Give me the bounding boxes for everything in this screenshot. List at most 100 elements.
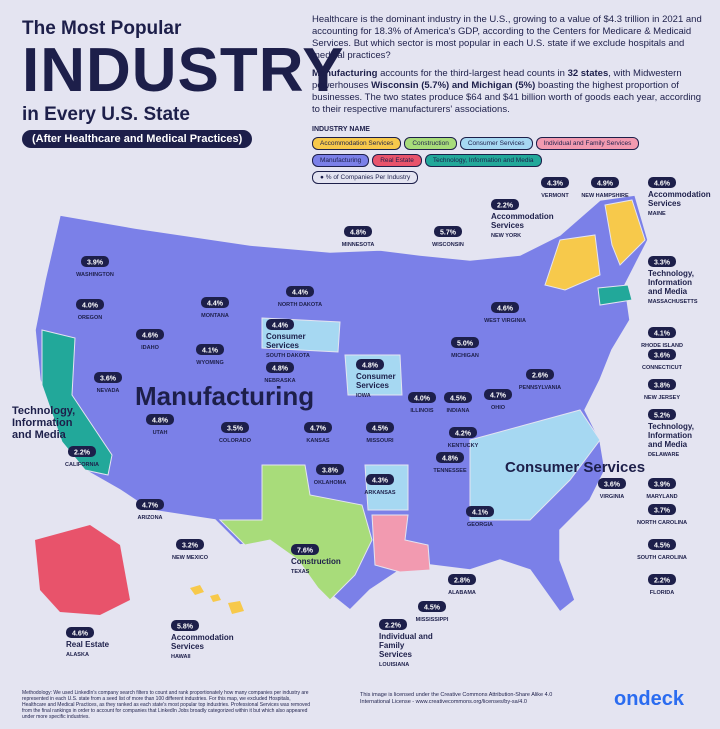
state-industry-line: Services — [356, 381, 389, 390]
state-name: NORTH CAROLINA — [637, 520, 687, 526]
title-pre: The Most Popular — [22, 18, 182, 39]
state-pct: 4.3% — [547, 181, 564, 188]
state-industry-line: Individual and — [379, 632, 433, 641]
state-industry-line: Accommodation — [171, 633, 234, 642]
state-industry: Construction — [291, 557, 341, 566]
state-pct: 2.2% — [385, 623, 402, 630]
state-name: WYOMING — [196, 360, 224, 366]
pct-pill — [356, 359, 384, 370]
state-pct: 3.6% — [100, 376, 117, 383]
state-name: NEW MEXICO — [172, 555, 209, 561]
state-industry-line: Services — [491, 221, 524, 230]
state-industry-line: Information — [648, 278, 692, 287]
pct-pill — [266, 362, 294, 373]
state-name: DELAWARE — [648, 452, 680, 458]
state-name: MISSISSIPPI — [416, 617, 449, 623]
state-name: ALABAMA — [448, 590, 476, 596]
state-name: FLORIDA — [650, 590, 674, 596]
legend-note: ● % of Companies Per Industry — [312, 171, 419, 184]
consumer-region-se — [469, 409, 601, 521]
state-pct: 7.6% — [297, 548, 314, 555]
state-name: NEW HAMPSHIRE — [581, 193, 629, 199]
title: INDUSTRY — [22, 36, 345, 105]
pct-pill — [344, 226, 372, 237]
pct-pill — [448, 574, 476, 585]
state-pct: 3.9% — [654, 482, 671, 489]
pct-pill — [484, 389, 512, 400]
pct-pill — [291, 544, 319, 555]
pct-pill — [201, 297, 229, 308]
northeast-region — [544, 234, 601, 291]
state-industry-line: Services — [266, 341, 299, 350]
pct-pill — [648, 539, 676, 550]
state-pct: 4.8% — [350, 230, 367, 237]
state-name: OKLAHOMA — [314, 480, 346, 486]
legend-title: INDUSTRY NAME — [312, 126, 370, 133]
pct-pill — [648, 349, 676, 360]
methodology: Methodology: We used LinkedIn's company … — [22, 690, 311, 720]
state-pct: 3.3% — [654, 260, 671, 267]
intro: Healthcare is the dominant industry in t… — [312, 14, 707, 122]
legend-item: Technology, Information and Media — [424, 154, 542, 167]
state-industry-line: Accommodation — [491, 212, 554, 221]
state-name: NEBRASKA — [264, 378, 295, 384]
state-pct: 4.5% — [424, 605, 441, 612]
state-name: RHODE ISLAND — [641, 343, 683, 349]
state-pct: 3.6% — [654, 353, 671, 360]
state-name: OHIO — [491, 405, 506, 411]
state-name: MICHIGAN — [451, 353, 479, 359]
pct-pill — [286, 286, 314, 297]
consumer-region-ar — [364, 464, 409, 511]
state-industry: Accommodation Services — [491, 212, 554, 230]
state-name: TEXAS — [291, 569, 310, 575]
pct-pill — [66, 627, 94, 638]
pct-pill — [418, 601, 446, 612]
state-industry-line: Information — [648, 431, 692, 440]
state-pct: 4.0% — [414, 396, 431, 403]
state-pct: 3.2% — [182, 543, 199, 550]
hawaii-islands — [190, 585, 244, 614]
state-name: MINNESOTA — [342, 242, 375, 248]
big-label-consumer: Consumer Services — [505, 459, 645, 476]
state-industry-line: Construction — [291, 557, 341, 566]
pct-pill — [266, 319, 294, 330]
state-name: ILLINOIS — [410, 408, 434, 414]
state-industry: Individual and Family Services — [379, 632, 433, 659]
state-industry-line: Technology, — [648, 422, 694, 431]
intro-run: Wisconsin (5.7%) and Michigan (5%) — [371, 80, 536, 91]
subtitle: (After Healthcare and Medical Practices) — [22, 130, 253, 148]
pct-pill — [449, 427, 477, 438]
legend-item: Accommodation Services — [312, 137, 402, 150]
legend-item: Manufacturing — [312, 154, 370, 167]
state-pct: 3.6% — [604, 482, 621, 489]
pct-pill — [491, 199, 519, 210]
state-pct: 4.7% — [310, 426, 327, 433]
state-industry-line: Accommodation — [648, 190, 711, 199]
state-name: LOUISIANA — [379, 662, 409, 668]
state-name: INDIANA — [447, 408, 470, 414]
state-pct: 2.6% — [532, 373, 549, 380]
state-name: UTAH — [153, 430, 168, 436]
pct-pill — [648, 256, 676, 267]
pct-pill — [146, 414, 174, 425]
state-pct: 4.0% — [82, 303, 99, 310]
pct-pill — [648, 177, 676, 188]
pct-pill — [466, 506, 494, 517]
state-pct: 4.5% — [654, 543, 671, 550]
intro-run: accounts for the third-largest head coun… — [377, 68, 568, 79]
state-industry-line: and Media — [648, 440, 688, 449]
pct-pill — [648, 379, 676, 390]
state-pct: 4.2% — [455, 431, 472, 438]
state-name: NEW YORK — [491, 233, 521, 239]
state-pct: 4.4% — [207, 301, 224, 308]
pct-pill — [648, 327, 676, 338]
state-pct: 4.1% — [202, 348, 219, 355]
pct-pill — [648, 504, 676, 515]
state-pct: 4.8% — [152, 418, 169, 425]
pct-pill — [136, 329, 164, 340]
pct-pill — [451, 337, 479, 348]
pct-pill — [176, 539, 204, 550]
state-pct: 2.2% — [74, 450, 91, 457]
state-industry-line: and Media — [648, 287, 688, 296]
pct-pill — [366, 422, 394, 433]
